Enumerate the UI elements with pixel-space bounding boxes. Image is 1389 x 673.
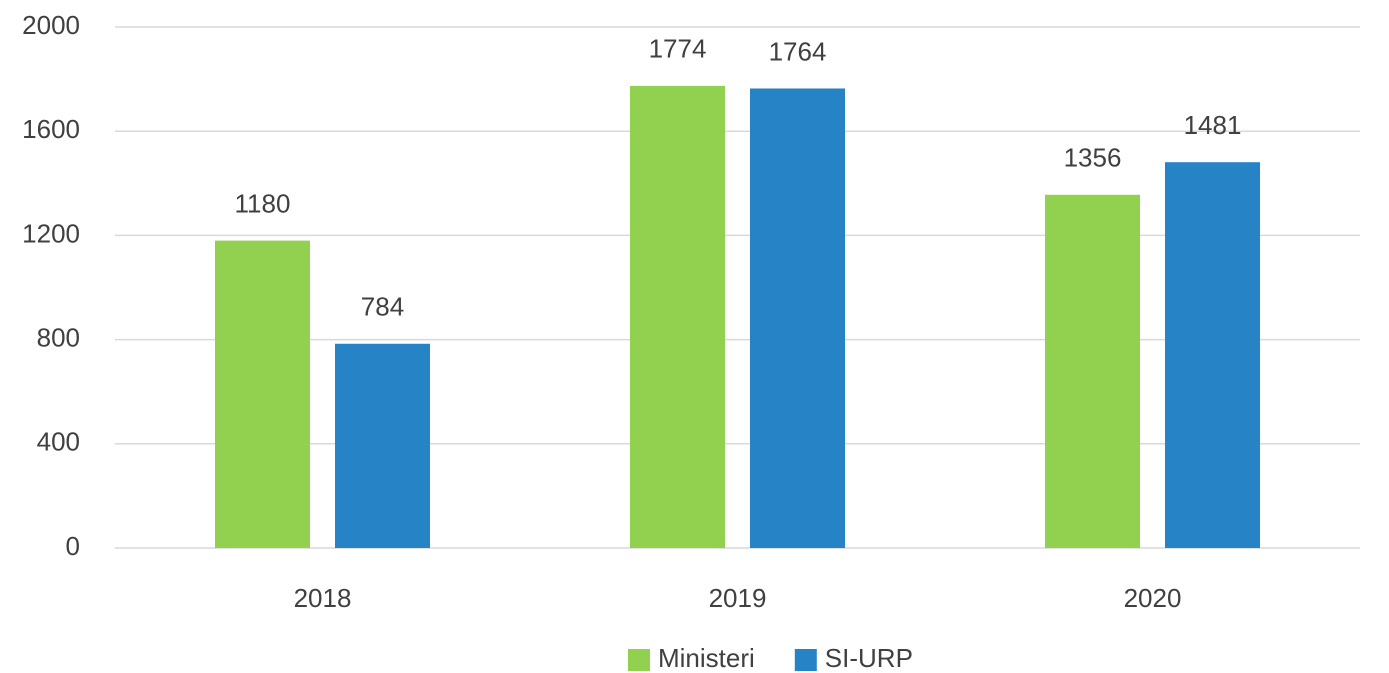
y-tick-label: 800 [37,322,80,352]
y-tick-label: 1600 [22,114,80,144]
y-tick-label: 1200 [22,218,80,248]
bar [215,240,310,549]
data-label: 1774 [649,34,707,64]
data-label: 784 [361,292,404,322]
legend-swatch [628,649,650,671]
bar [1045,194,1140,548]
bar [750,88,845,548]
data-label: 1481 [1184,110,1242,140]
legend-label: SI-URP [825,643,913,673]
x-tick-label: 2019 [709,583,767,613]
x-tick-label: 2018 [294,583,352,613]
bar [1165,162,1260,548]
legend-swatch [794,649,817,671]
x-tick-label: 2020 [1124,583,1182,613]
bar [335,343,430,548]
data-label: 1764 [769,36,827,66]
legend-label: Ministeri [658,643,755,673]
y-tick-label: 0 [66,531,80,561]
y-tick-label: 2000 [22,10,80,40]
bar [630,85,725,549]
data-label: 1356 [1064,143,1122,173]
y-tick-label: 400 [37,427,80,457]
data-label: 1180 [235,188,291,218]
